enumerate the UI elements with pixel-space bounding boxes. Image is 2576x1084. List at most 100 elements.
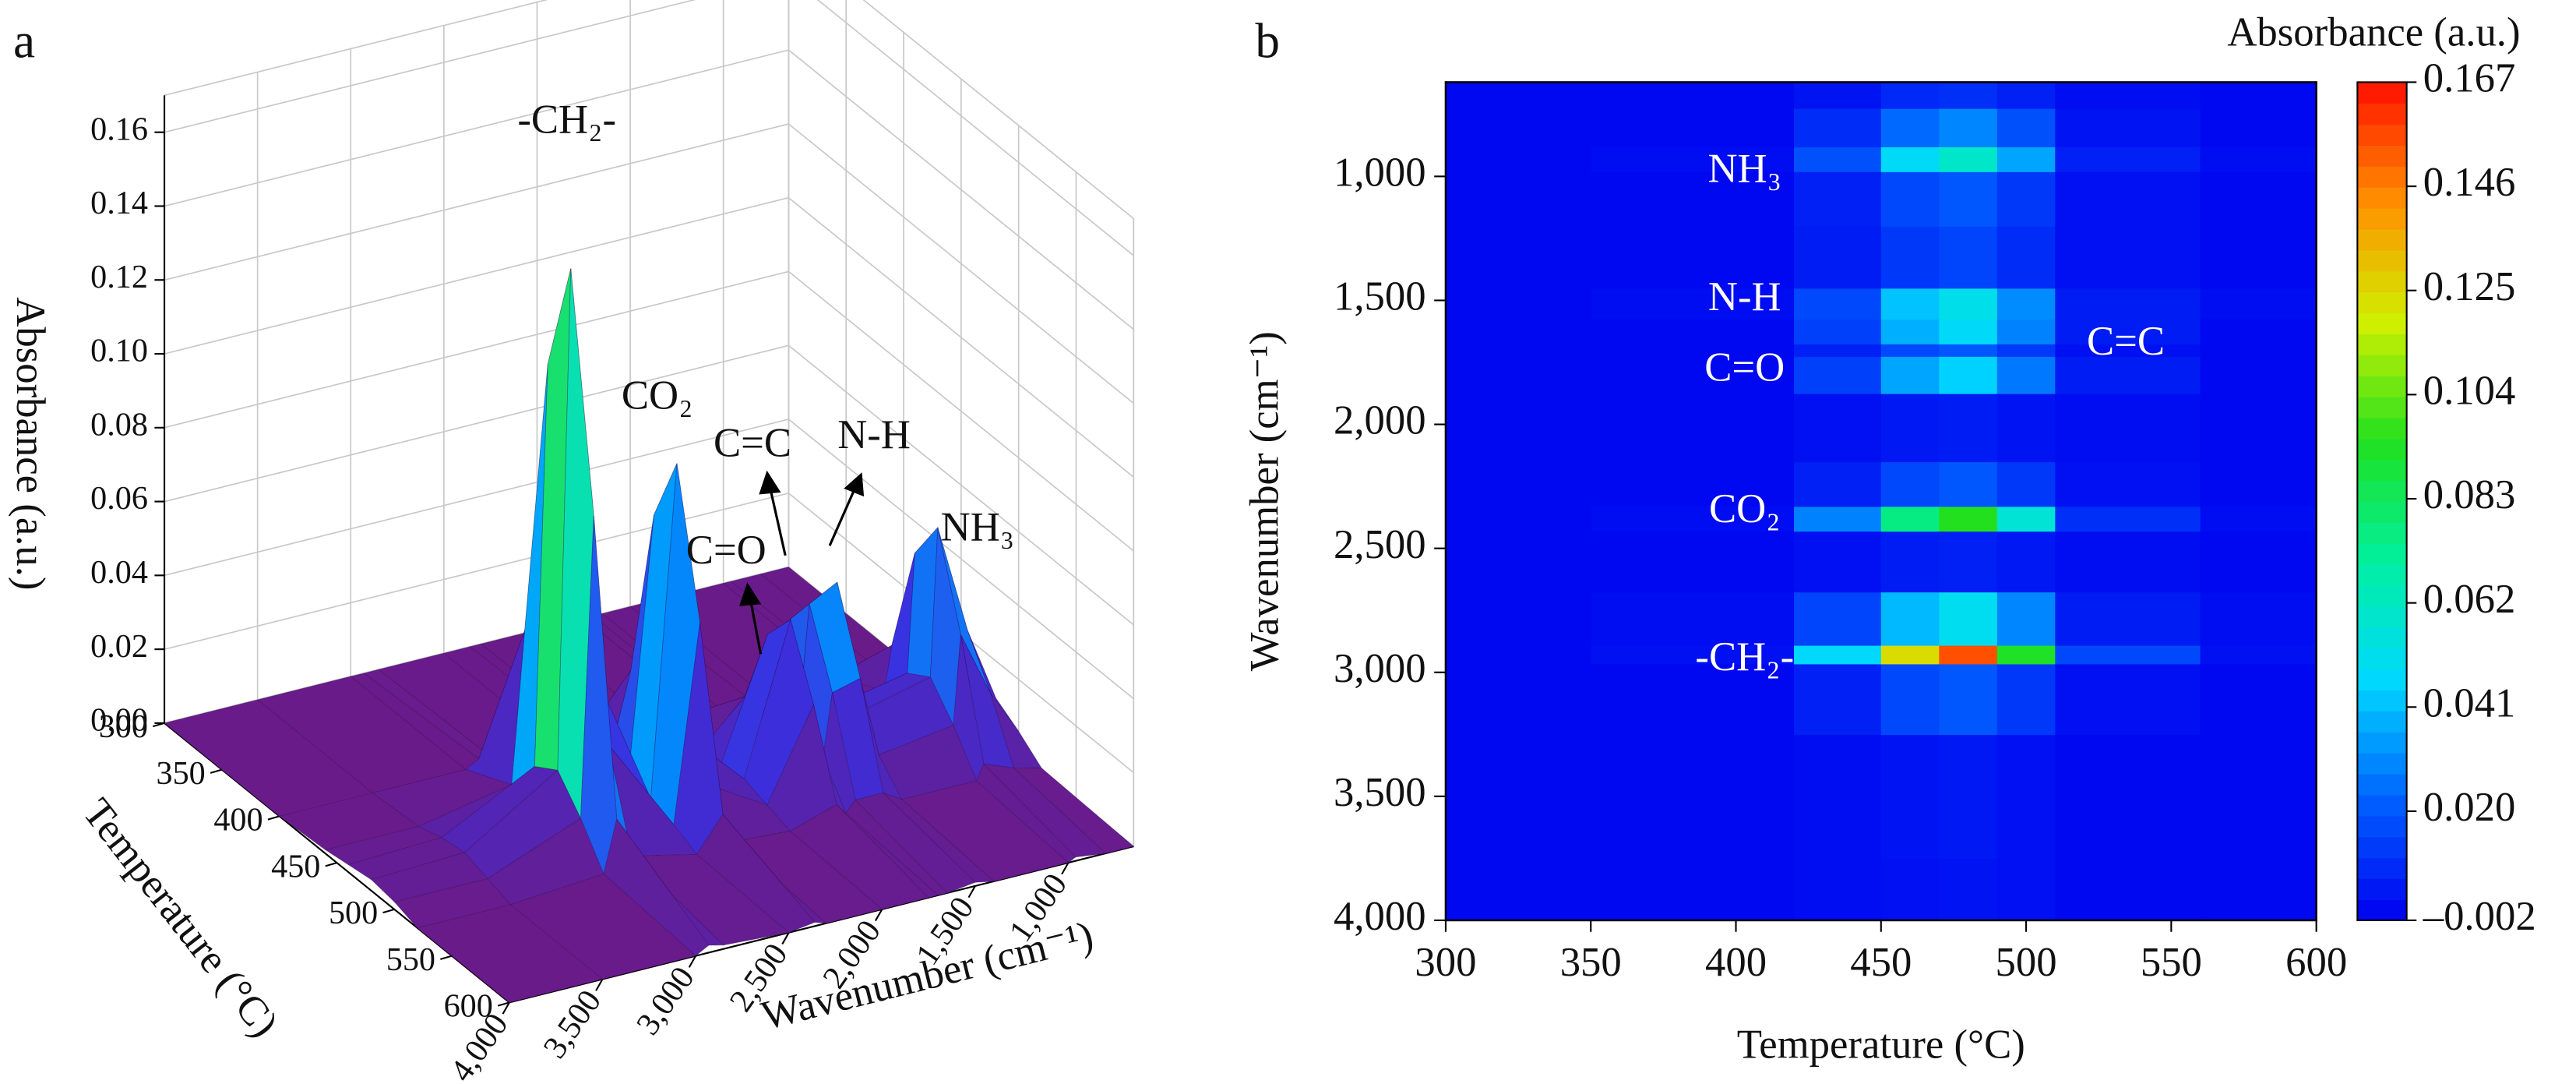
heatmap-cell bbox=[1880, 319, 1940, 344]
heatmap-cell bbox=[1591, 288, 1795, 320]
heatmap-cell bbox=[1939, 147, 1998, 172]
colorbar-band bbox=[2357, 270, 2407, 293]
y-tick bbox=[595, 978, 604, 991]
heatmap-cell bbox=[1939, 225, 1998, 289]
heatmap-cell bbox=[1794, 461, 1882, 507]
heatmap-cell bbox=[1996, 288, 2056, 320]
y-tick-label: 1,500 bbox=[1334, 274, 1426, 320]
x-tick-label: 550 bbox=[2141, 940, 2202, 985]
heatmap-cell bbox=[1939, 356, 1998, 394]
heatmap-cell bbox=[1996, 506, 2056, 532]
heatmap-cell bbox=[2055, 506, 2201, 532]
heatmap-cell bbox=[1880, 506, 1940, 532]
heatmap-cell bbox=[1880, 288, 1940, 320]
heatmap-cell bbox=[1939, 663, 1998, 736]
heatmap-cell bbox=[1445, 644, 1592, 665]
heatmap-cell bbox=[1445, 108, 1592, 148]
y-tick bbox=[502, 1001, 510, 1015]
colorbar-band bbox=[2357, 334, 2407, 355]
heatmap-cell bbox=[1794, 644, 1882, 665]
x-tick-label: 600 bbox=[2285, 940, 2347, 985]
heatmap-cell bbox=[1880, 644, 1940, 665]
colorbar-band bbox=[2357, 480, 2407, 503]
z-tick-label: 0.06 bbox=[90, 480, 148, 517]
annotation: NH₃ bbox=[1707, 147, 1781, 192]
arrow bbox=[769, 489, 787, 556]
colorbar-tick-label: 0.083 bbox=[2423, 472, 2516, 517]
colorbar-tick-label: 0.104 bbox=[2423, 368, 2516, 413]
y-tick-label: 3,000 bbox=[629, 960, 702, 1042]
colorbar-band bbox=[2357, 669, 2407, 691]
y-tick bbox=[967, 885, 976, 899]
colorbar-band bbox=[2357, 145, 2407, 167]
colorbar-band bbox=[2357, 438, 2407, 461]
colorbar-band bbox=[2357, 228, 2407, 251]
heatmap-cell bbox=[1794, 356, 1882, 394]
heatmap-cell bbox=[2200, 344, 2317, 357]
heatmap-cell bbox=[1880, 344, 1940, 357]
x-tick-label: 400 bbox=[213, 802, 263, 839]
heatmap-cell bbox=[1996, 858, 2056, 921]
heatmap-cell bbox=[1939, 858, 1998, 921]
colorbar-band bbox=[2357, 731, 2407, 754]
colorbar-band bbox=[2357, 124, 2407, 146]
heatmap-cell bbox=[1794, 147, 1882, 172]
heatmap-cell bbox=[2200, 82, 2317, 109]
x-axis-label: Temperature (°C) bbox=[1737, 1022, 2025, 1068]
x-tick bbox=[382, 908, 395, 914]
heatmap-cell bbox=[1445, 225, 1592, 289]
colorbar-tick-label: –0.002 bbox=[2423, 894, 2536, 939]
z-tick-label: 0.14 bbox=[90, 185, 148, 221]
heatmap-cell bbox=[1880, 531, 1940, 593]
heatmap-cell bbox=[1794, 171, 1882, 227]
heatmap-cell bbox=[1996, 108, 2056, 148]
heatmap-cell bbox=[1794, 225, 1882, 289]
heatmap-cell bbox=[1794, 506, 1882, 532]
annotation: -CH₂- bbox=[517, 97, 616, 142]
heatmap-cell bbox=[1591, 108, 1795, 148]
heatmap-cell bbox=[2055, 393, 2201, 463]
x-tick bbox=[210, 768, 223, 774]
heatmap-cell bbox=[2055, 734, 2201, 860]
arrow-head bbox=[759, 470, 781, 495]
heatmap-cell bbox=[1445, 734, 1592, 860]
heatmap-cell bbox=[2200, 461, 2317, 507]
y-tick-label: 2,000 bbox=[1334, 398, 1426, 443]
heatmap-cell bbox=[1939, 734, 1998, 860]
colorbar-band bbox=[2357, 103, 2407, 125]
x-tick-label: 350 bbox=[1560, 940, 1622, 985]
heatmap-cell bbox=[2055, 644, 2201, 665]
heatmap-cell bbox=[1996, 344, 2056, 357]
heatmap-cell bbox=[1996, 225, 2056, 289]
y-tick-label: 3,000 bbox=[1334, 646, 1426, 691]
heatmap-cell bbox=[2200, 288, 2317, 320]
z-tick-label: 0.08 bbox=[90, 406, 148, 443]
heatmap-cell bbox=[2200, 108, 2317, 148]
x-tick-label: 500 bbox=[1996, 940, 2057, 985]
heatmap-cell bbox=[2200, 591, 2317, 646]
heatmap-cell bbox=[1939, 288, 1998, 320]
colorbar-band bbox=[2357, 648, 2407, 670]
heatmap-cell bbox=[1794, 734, 1882, 860]
heatmap-cell bbox=[1939, 461, 1998, 507]
colorbar-frame bbox=[2356, 81, 2408, 922]
heatmap-cell bbox=[1591, 591, 1795, 646]
heatmap-cell bbox=[1996, 644, 2056, 665]
heatmap-cell bbox=[1591, 506, 1795, 532]
heatmap-cell bbox=[1794, 288, 1882, 320]
colorbar-band bbox=[2357, 501, 2407, 523]
panel-label: b bbox=[1255, 14, 1280, 69]
heatmap-cell bbox=[1591, 344, 1795, 357]
panel-label: a bbox=[13, 14, 35, 69]
colorbar-band bbox=[2357, 752, 2407, 775]
y-tick-label: 4,000 bbox=[1334, 894, 1426, 939]
heatmap-cell bbox=[2200, 644, 2317, 665]
heatmap-cell bbox=[2200, 663, 2317, 736]
heatmap-cell bbox=[1880, 225, 1940, 289]
x-tick-label: 350 bbox=[157, 755, 206, 792]
heatmap-cell bbox=[2200, 531, 2317, 593]
grid-line bbox=[164, 196, 1134, 478]
heatmap-cell bbox=[2055, 225, 2201, 289]
annotation: -CH₂- bbox=[1695, 634, 1794, 680]
colorbar-band bbox=[2357, 584, 2407, 607]
